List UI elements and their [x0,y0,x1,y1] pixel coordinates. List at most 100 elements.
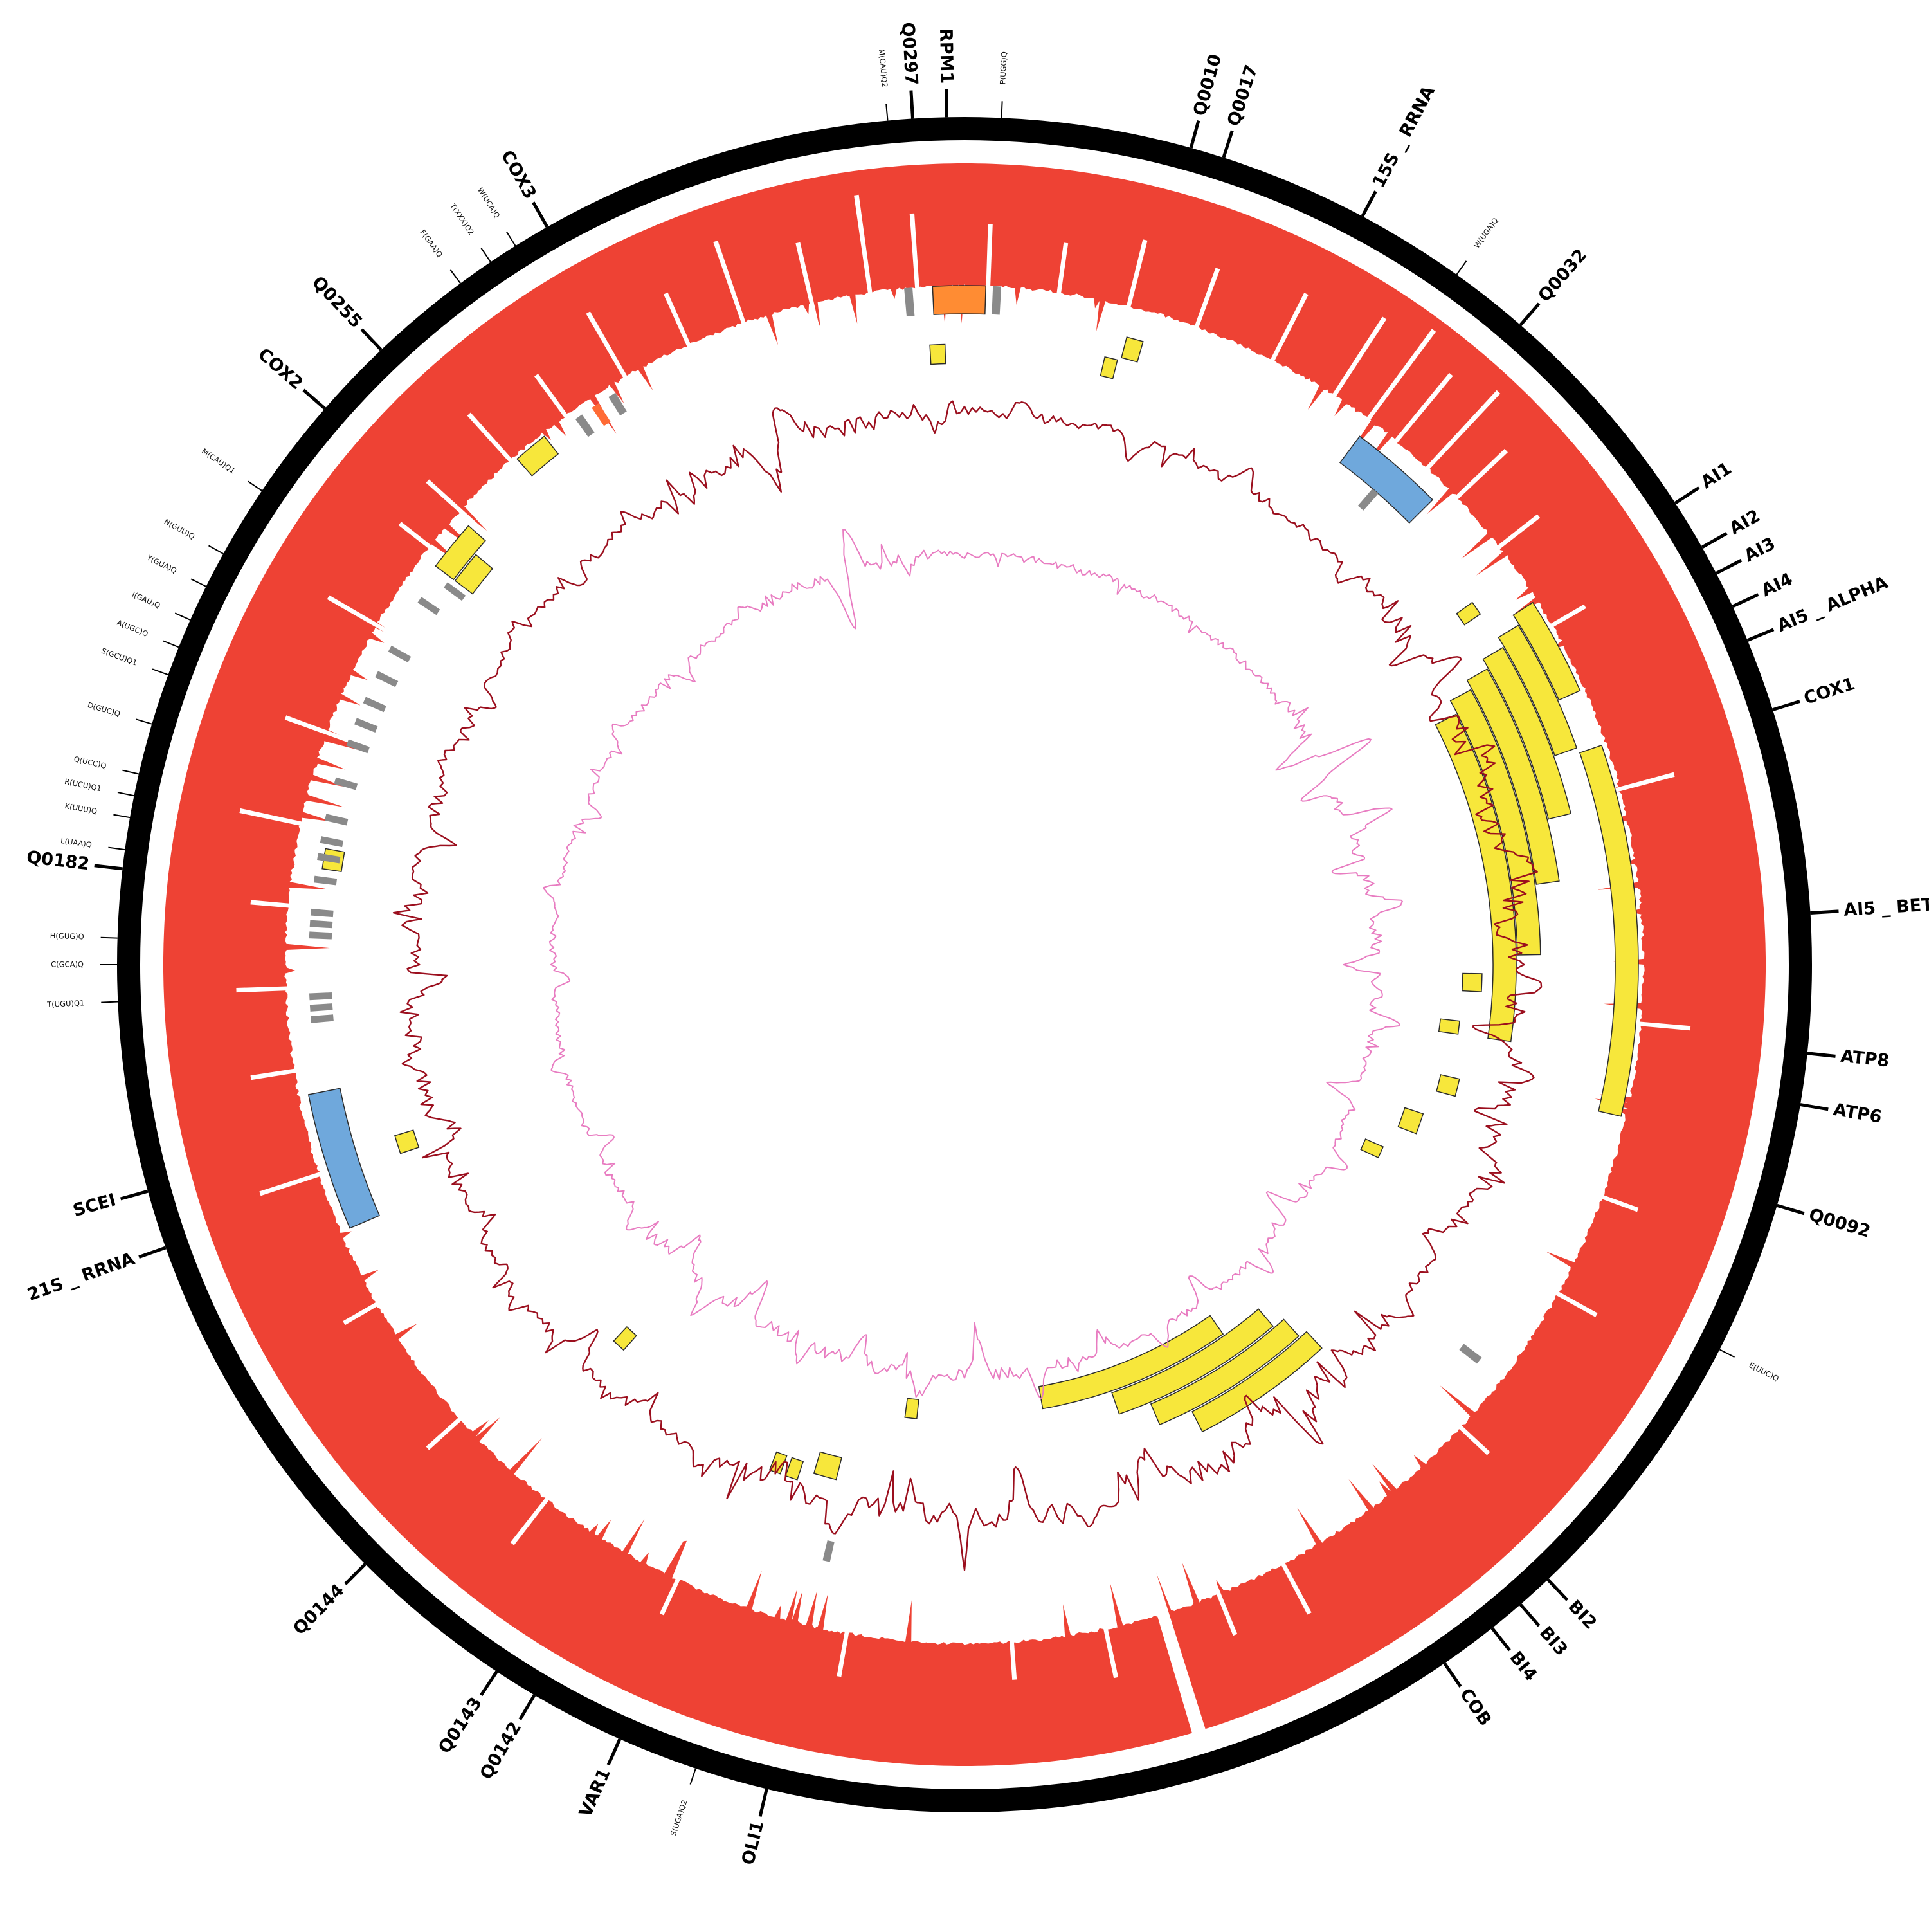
coverage-notch [426,479,503,549]
trna-label: Q(UCC)Q [73,754,107,770]
gene-tick [302,388,326,410]
gene-tick [518,1694,536,1720]
trna-label: W(UCA)Q [476,186,502,220]
trna-tick [992,286,1002,315]
coverage-notch [343,1275,426,1326]
outer-black-ring [117,117,1812,1812]
coverage-notch [327,595,426,655]
gene-label: Q0143 [435,1693,486,1757]
gene-tick [1810,909,1839,915]
feature-block [1397,1107,1424,1135]
feature-block [1339,435,1434,524]
dark-red-line-track [392,400,1543,1571]
coverage-notch [713,241,764,376]
trna-label-tick [248,480,262,491]
coverage-notch [586,311,655,426]
gene-label: AI2 [1726,506,1764,539]
coverage-notch [1454,514,1541,583]
gene-tick [1189,120,1200,149]
gene-label: Q0092 [1806,1205,1872,1242]
coverage-ring-notches [236,194,1691,1737]
coverage-notch [837,1578,858,1677]
gene-label: Q0010 [1190,52,1226,118]
trna-label: R(UCU)Q1 [64,777,102,793]
trna-label-tick [1456,260,1467,275]
gene-tick [1732,593,1759,608]
feature-block [1498,624,1578,756]
trna-label-tick [208,545,224,554]
gene-tick [1807,1052,1836,1058]
gene-tick [1361,190,1377,217]
feature-block [516,435,559,477]
trna-tick [608,392,627,416]
coverage-notch [1255,1515,1312,1615]
coverage-notch [426,1380,503,1450]
trna-tick [904,287,915,316]
gene-tick [1800,1103,1829,1111]
feature-block [1111,1308,1274,1415]
feature-block [932,285,986,315]
gene-tick [1772,700,1800,712]
feature-block [613,1326,637,1351]
feature-block [784,1457,804,1481]
gene-ticks [94,89,1839,1817]
coverage-notch [250,1060,349,1080]
trna-tick [309,920,333,929]
gene-label: Q0032 [1534,245,1591,305]
gene-tick [1674,486,1700,505]
trna-label: T(UGU)Q1 [46,998,85,1009]
coverage-notch [534,374,600,461]
feature-block [1449,689,1541,956]
trna-tick [309,992,332,1001]
trna-tick [317,853,341,864]
gene-label: BI3 [1535,1623,1571,1660]
trna-label: M(CAU)Q1 [200,446,237,475]
trna-label: W(UGA)Q [1472,216,1499,250]
feature-block [394,1129,420,1154]
feature-block [1462,972,1483,992]
coverage-gap [1141,1560,1207,1737]
feature-block [1121,336,1144,363]
coverage-notch [1006,1587,1017,1680]
trna-label-tick [174,612,191,621]
feature-block [435,525,486,581]
gene-label: BI2 [1564,1596,1601,1633]
trna-tick [309,931,332,940]
trna-label: Y(GUA)Q [145,552,178,575]
trna-label: C(GCA)Q [51,960,84,969]
coverage-notch [467,412,549,503]
trna-label: D(GUC)Q [86,700,121,718]
coverage-notch [510,1455,583,1545]
feature-block [1579,744,1639,1117]
feature-blocks [307,285,1639,1562]
trna-label-tick [122,769,140,775]
feature-block [307,1088,381,1229]
feature-block [904,1398,919,1419]
feature-block [1150,1318,1300,1426]
trna-label-tick [117,792,134,797]
gene-label: AI3 [1741,534,1779,566]
coverage-notch [1196,1542,1238,1636]
coverage-ring [163,163,1766,1766]
feature-block [1435,713,1517,1043]
gene-tick [758,1788,768,1817]
trna-tick [822,1540,835,1562]
coverage-notch [795,242,826,358]
trna-label-tick [689,1768,696,1785]
trna-label-tick [505,231,516,246]
trna-label: F(GAA)Q [418,228,444,259]
feature-block [1191,1331,1323,1433]
trna-label-tick [163,640,179,648]
trna-tick [325,814,349,826]
gene-label: AI5 _ BETA [1843,894,1929,920]
coverage-notch [1302,316,1387,443]
gene-tick [120,1189,149,1201]
trna-label: H(GUG)Q [50,931,84,942]
trna-tick [311,1014,334,1023]
trna-label-tick [480,248,491,262]
trna-label-tick [136,718,152,725]
trna-label: M(CAU)Q2 [877,49,889,88]
feature-block [1438,1018,1460,1035]
